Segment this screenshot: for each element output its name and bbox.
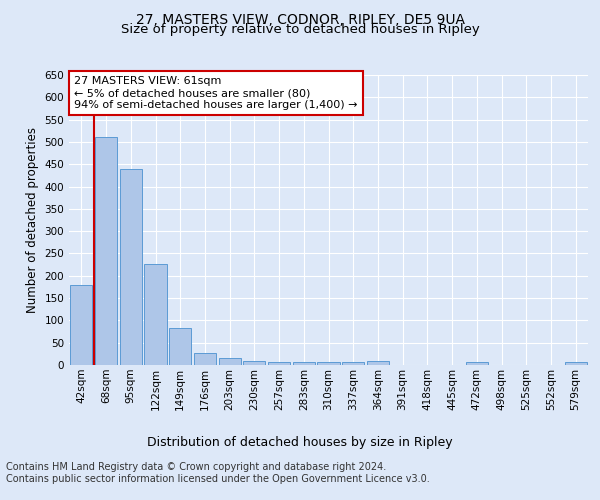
Bar: [342, 362, 364, 365]
Bar: [70, 284, 92, 365]
Bar: [243, 360, 265, 365]
Text: Contains HM Land Registry data © Crown copyright and database right 2024.: Contains HM Land Registry data © Crown c…: [6, 462, 386, 472]
Bar: [95, 138, 117, 365]
Bar: [268, 362, 290, 365]
Bar: [317, 362, 340, 365]
Bar: [293, 362, 315, 365]
Bar: [145, 264, 167, 365]
Text: Distribution of detached houses by size in Ripley: Distribution of detached houses by size …: [147, 436, 453, 449]
Bar: [169, 328, 191, 365]
Text: Size of property relative to detached houses in Ripley: Size of property relative to detached ho…: [121, 22, 479, 36]
Bar: [218, 358, 241, 365]
Bar: [367, 360, 389, 365]
Y-axis label: Number of detached properties: Number of detached properties: [26, 127, 39, 313]
Text: Contains public sector information licensed under the Open Government Licence v3: Contains public sector information licen…: [6, 474, 430, 484]
Text: 27 MASTERS VIEW: 61sqm
← 5% of detached houses are smaller (80)
94% of semi-deta: 27 MASTERS VIEW: 61sqm ← 5% of detached …: [74, 76, 358, 110]
Bar: [565, 362, 587, 365]
Bar: [466, 362, 488, 365]
Text: 27, MASTERS VIEW, CODNOR, RIPLEY, DE5 9UA: 27, MASTERS VIEW, CODNOR, RIPLEY, DE5 9U…: [136, 12, 464, 26]
Bar: [194, 352, 216, 365]
Bar: [119, 168, 142, 365]
